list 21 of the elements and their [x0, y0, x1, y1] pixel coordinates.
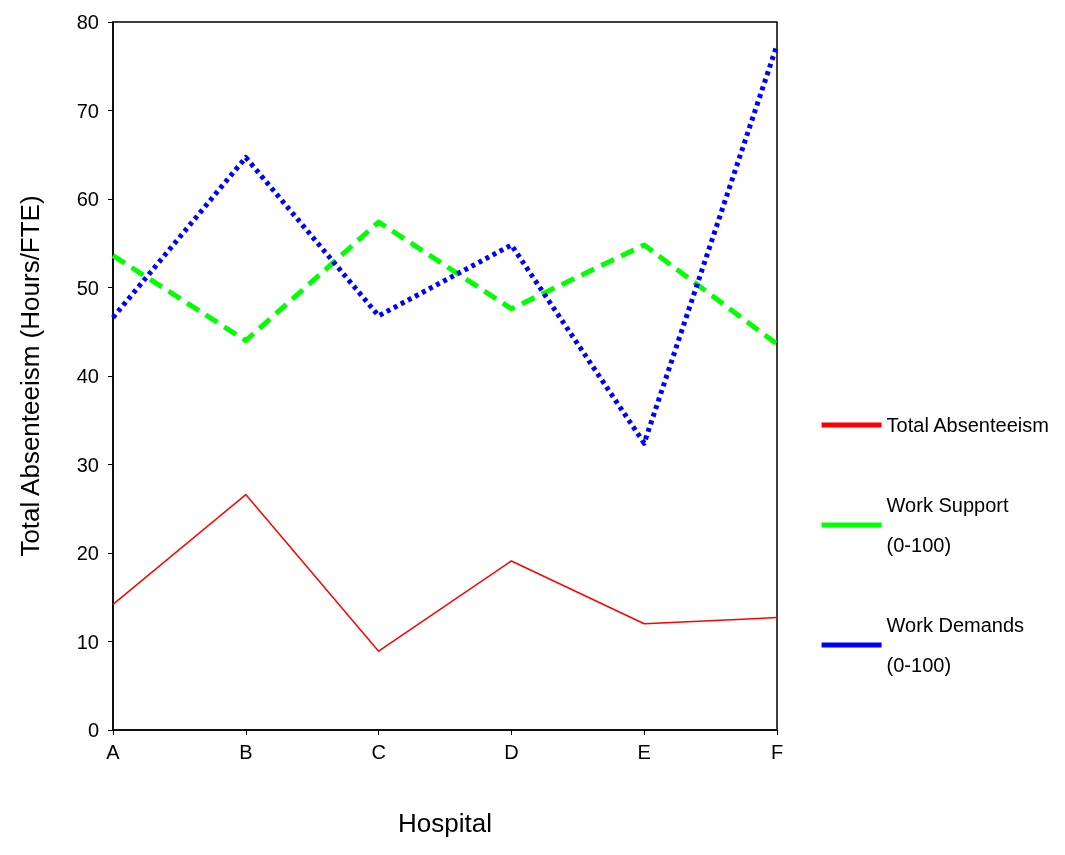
y-tick-label: 10 [76, 630, 99, 653]
y-tick-label: 70 [76, 99, 99, 122]
x-tick-label: C [371, 741, 386, 763]
x-tick-label: B [239, 741, 253, 763]
y-tick-label: 80 [76, 11, 99, 33]
x-tick-label: A [106, 741, 121, 763]
y-tick-label: 60 [76, 188, 99, 210]
legend-label: Work Support (0-100) [886, 494, 1009, 556]
y-tick-label: 30 [76, 453, 99, 476]
x-tick-label: D [504, 741, 519, 763]
line-series [112, 493, 778, 652]
y-tick-label: 50 [76, 276, 99, 299]
y-tick-label: 20 [76, 542, 99, 564]
y-tick-label: 0 [87, 719, 99, 741]
legend-label: Work Demands (0-100) [886, 614, 1025, 676]
y-axis-title: Total Absenteeism (Hours/FTE) [15, 195, 45, 557]
y-tick-label: 40 [76, 365, 99, 387]
x-tick-label: F [770, 741, 784, 763]
legend-label: Total Absenteeism [886, 414, 1049, 436]
x-tick-label: E [637, 741, 651, 763]
x-axis-title: Hospital [398, 808, 492, 838]
